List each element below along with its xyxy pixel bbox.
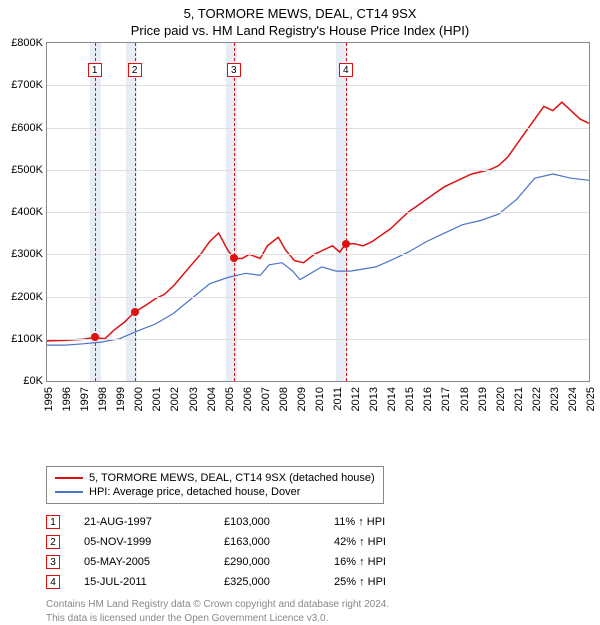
x-tick-label: 2009 [296,387,308,411]
x-tick-label: 2018 [459,387,471,411]
footer-line: This data is licensed under the Open Gov… [46,612,600,625]
sale-index-box: 1 [46,515,60,529]
sale-price: £290,000 [224,556,334,568]
x-tick-label: 2008 [278,387,290,411]
sale-row: 4 15-JUL-2011£325,00025% ↑ HPI [46,572,600,592]
x-tick-label: 2013 [368,387,380,411]
legend-item: 5, TORMORE MEWS, DEAL, CT14 9SX (detache… [55,471,375,485]
x-tick-label: 1997 [79,387,91,411]
x-tick-label: 2019 [477,387,489,411]
x-tick-label: 2001 [151,387,163,411]
x-tick-label: 2003 [188,387,200,411]
y-tick-label: £500K [11,164,43,176]
gridline [47,85,589,86]
sale-hpi-diff: 11% ↑ HPI [334,516,434,528]
x-tick-label: 1996 [61,387,73,411]
gridline [47,170,589,171]
x-tick-label: 2002 [169,387,181,411]
x-tick-label: 2025 [585,387,597,411]
sale-index-box: 3 [46,555,60,569]
chart-container: 5, TORMORE MEWS, DEAL, CT14 9SX Price pa… [0,0,600,620]
sales-table: 1 21-AUG-1997£103,00011% ↑ HPI 2 05-NOV-199… [46,512,600,592]
y-tick-label: £600K [11,122,43,134]
event-line [95,43,96,381]
footer-line: Contains HM Land Registry data © Crown c… [46,598,600,612]
legend-swatch [55,477,83,479]
x-tick-label: 2023 [549,387,561,411]
x-tick-label: 2011 [332,387,344,411]
x-tick-label: 2014 [386,387,398,411]
sale-dot [91,333,99,341]
page-subtitle: Price paid vs. HM Land Registry's House … [0,21,600,42]
x-tick-label: 2020 [495,387,507,411]
sale-hpi-diff: 25% ↑ HPI [334,576,434,588]
sale-price: £103,000 [224,516,334,528]
gridline [47,128,589,129]
gridline [47,212,589,213]
x-tick-label: 2016 [422,387,434,411]
y-tick-label: £100K [11,333,43,345]
gridline [47,254,589,255]
x-tick-label: 2017 [440,387,452,411]
event-marker-label: 1 [88,63,102,77]
x-tick-label: 2024 [567,387,579,411]
sale-date: 15-JUL-2011 [84,576,224,588]
y-tick-label: £0K [23,375,43,387]
page-title: 5, TORMORE MEWS, DEAL, CT14 9SX [0,0,600,21]
legend-label: 5, TORMORE MEWS, DEAL, CT14 9SX (detache… [89,472,375,484]
series-line [47,174,589,345]
x-tick-label: 2010 [314,387,326,411]
sale-price: £163,000 [224,536,334,548]
y-tick-label: £400K [11,206,43,218]
x-tick-label: 2000 [133,387,145,411]
x-tick-label: 2006 [242,387,254,411]
x-tick-label: 2004 [206,387,218,411]
x-tick-label: 1999 [115,387,127,411]
sale-date: 05-MAY-2005 [84,556,224,568]
sale-dot [342,240,350,248]
x-tick-label: 2007 [260,387,272,411]
sale-index-box: 4 [46,575,60,589]
x-tick-label: 1998 [97,387,109,411]
x-tick-label: 2022 [531,387,543,411]
sale-hpi-diff: 42% ↑ HPI [334,536,434,548]
legend-label: HPI: Average price, detached house, Dove… [89,486,300,498]
footer-attribution: Contains HM Land Registry data © Crown c… [46,598,600,625]
x-tick-label: 2005 [224,387,236,411]
event-marker-label: 4 [339,63,353,77]
legend-item: HPI: Average price, detached house, Dove… [55,485,375,499]
gridline [47,339,589,340]
y-tick-label: £800K [11,37,43,49]
sale-dot [230,254,238,262]
sale-row: 2 05-NOV-1999£163,00042% ↑ HPI [46,532,600,552]
event-marker-label: 3 [227,63,241,77]
x-tick-label: 2021 [513,387,525,411]
sale-dot [131,308,139,316]
sale-date: 05-NOV-1999 [84,536,224,548]
legend-swatch [55,491,83,493]
x-tick-label: 2015 [404,387,416,411]
series-line [47,102,589,341]
event-marker-label: 2 [128,63,142,77]
sale-row: 1 21-AUG-1997£103,00011% ↑ HPI [46,512,600,532]
event-line [135,43,136,381]
chart-area: £0K£100K£200K£300K£400K£500K£600K£700K£8… [46,42,590,422]
y-tick-label: £300K [11,248,43,260]
y-tick-label: £700K [11,79,43,91]
sale-row: 3 05-MAY-2005£290,00016% ↑ HPI [46,552,600,572]
sale-hpi-diff: 16% ↑ HPI [334,556,434,568]
sale-index-box: 2 [46,535,60,549]
event-line [234,43,235,381]
x-tick-label: 2012 [350,387,362,411]
gridline [47,297,589,298]
y-tick-label: £200K [11,291,43,303]
event-line [346,43,347,381]
plot-area: £0K£100K£200K£300K£400K£500K£600K£700K£8… [46,42,590,382]
sale-date: 21-AUG-1997 [84,516,224,528]
legend: 5, TORMORE MEWS, DEAL, CT14 9SX (detache… [46,466,384,504]
sale-price: £325,000 [224,576,334,588]
x-tick-label: 1995 [43,387,55,411]
